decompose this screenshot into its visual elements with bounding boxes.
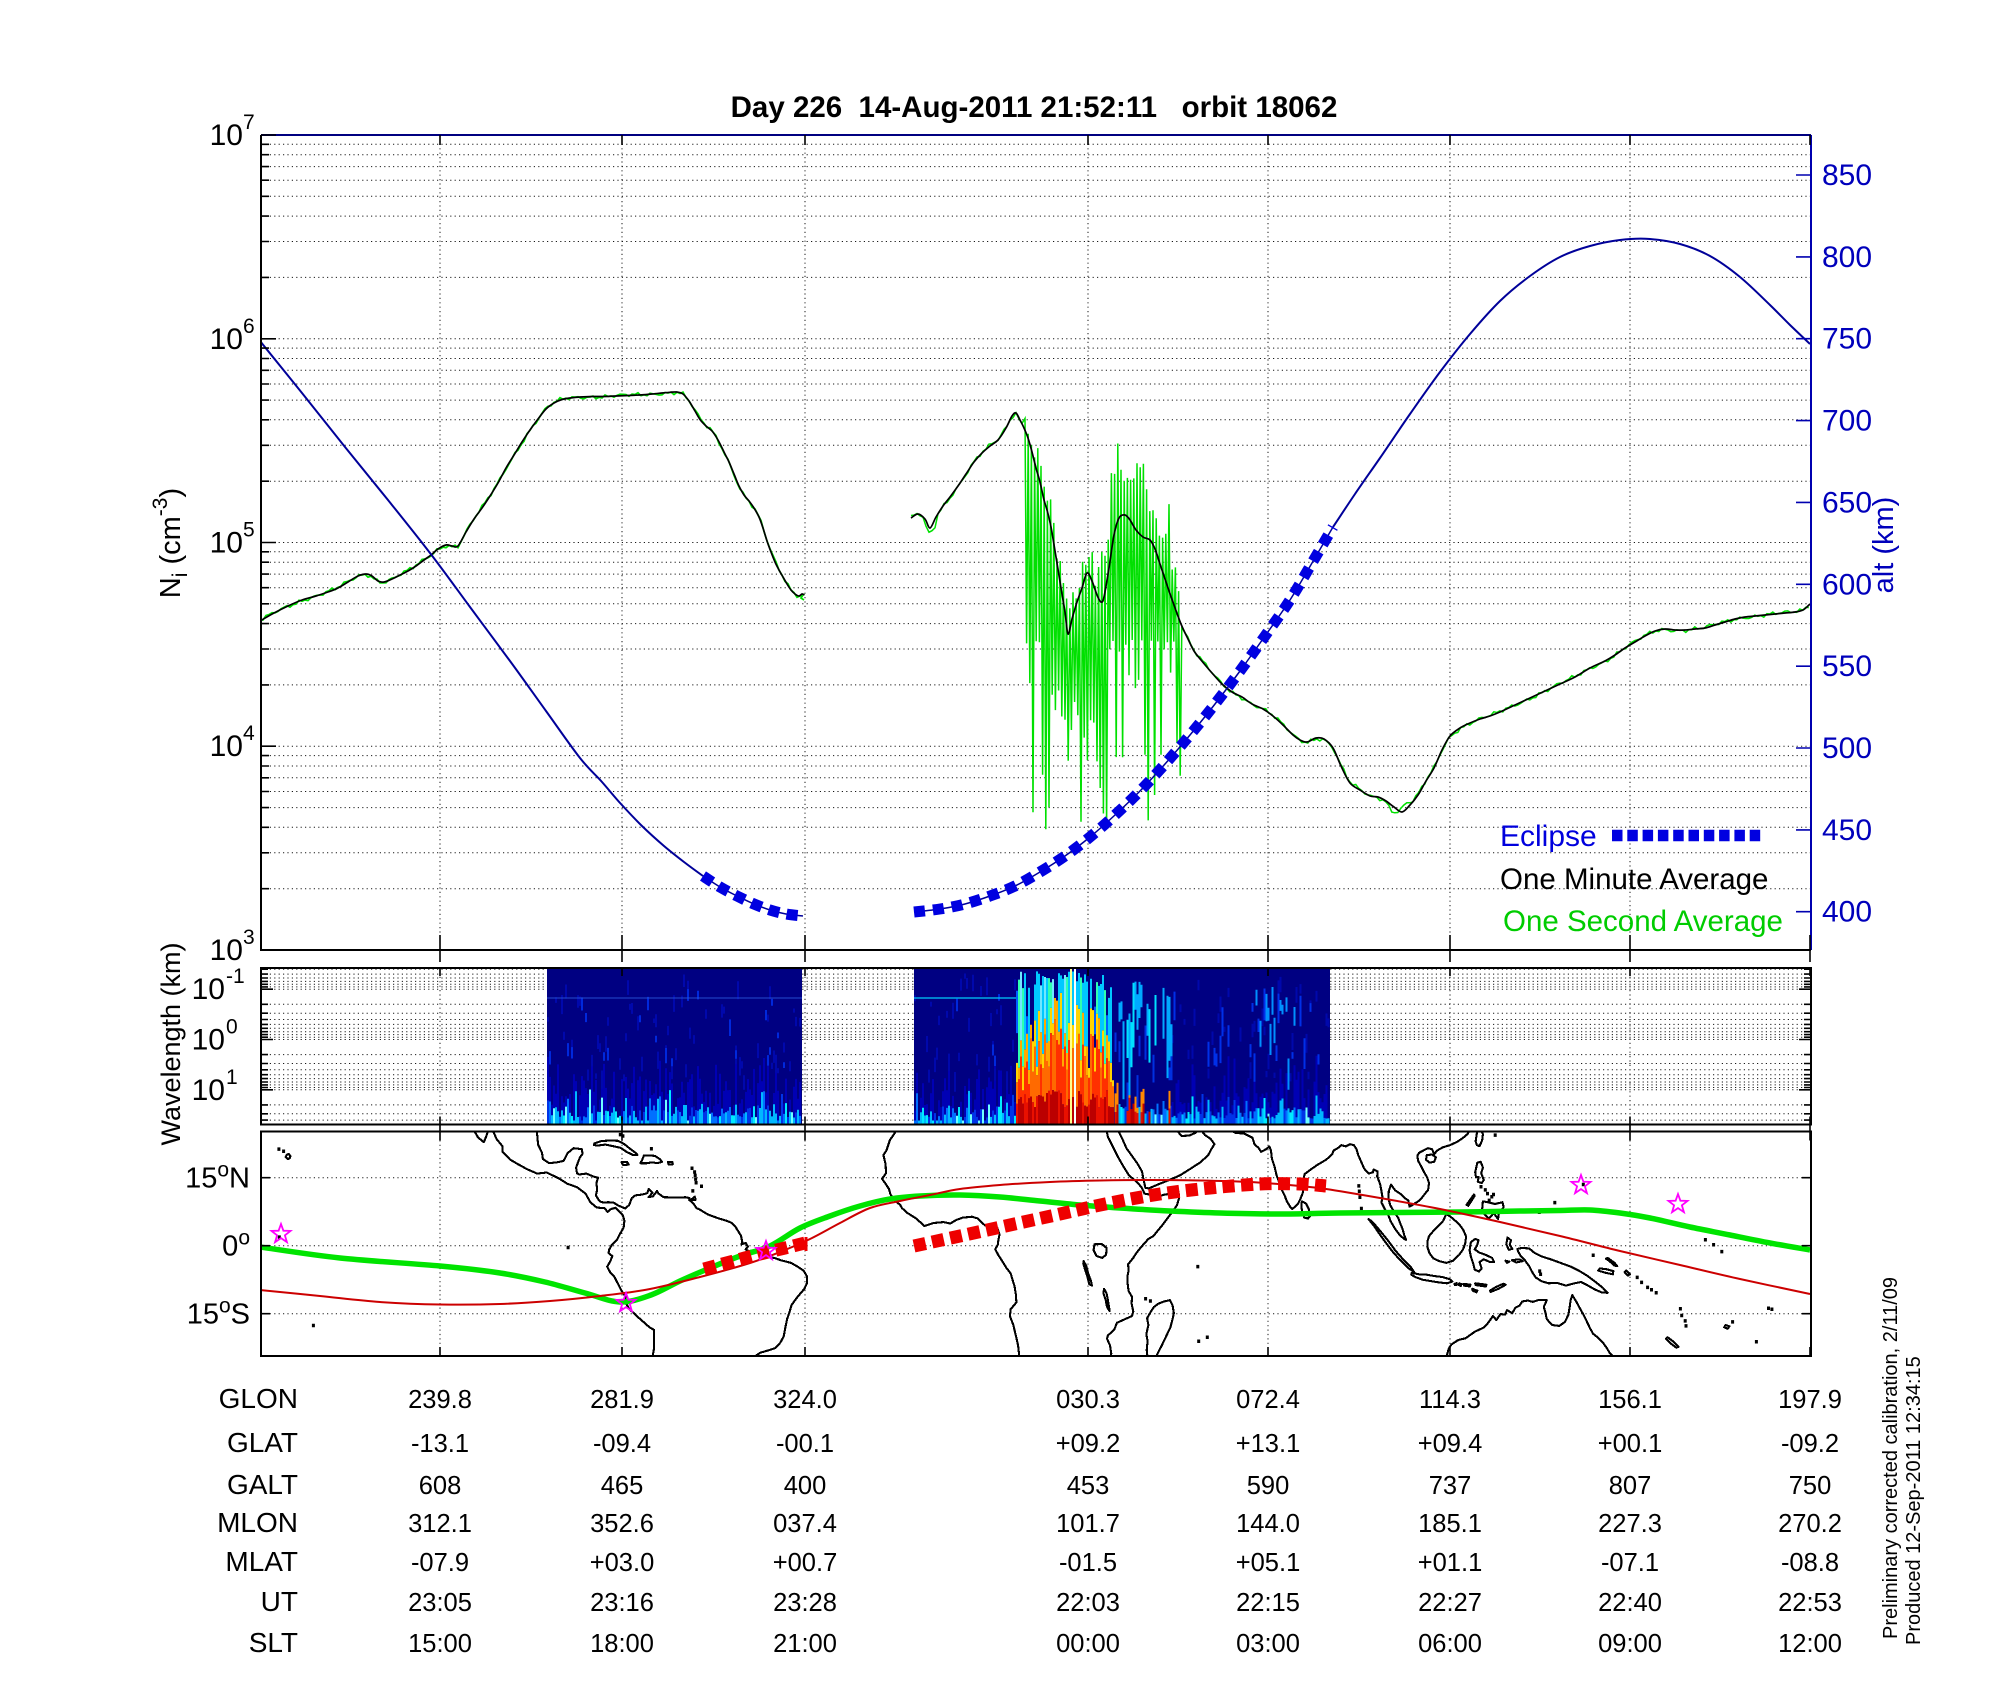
svg-text:-09.2: -09.2 (1781, 1430, 1839, 1458)
svg-text:Produced 12-Sep-2011 12:34:15: Produced 12-Sep-2011 12:34:15 (1903, 1356, 1925, 1645)
svg-text:197.9: 197.9 (1778, 1386, 1842, 1414)
svg-text:239.8: 239.8 (408, 1386, 472, 1414)
svg-text:10: 10 (192, 973, 225, 1006)
svg-text:Day 226 14-Aug-2011 21:52:11: Day 226 14-Aug-2011 21:52:11 orbit 18062 (731, 91, 1338, 124)
svg-text:+13.1: +13.1 (1236, 1430, 1301, 1458)
svg-text:22:40: 22:40 (1598, 1589, 1662, 1617)
svg-text:312.1: 312.1 (408, 1510, 472, 1538)
svg-text:3: 3 (243, 926, 255, 949)
svg-text:-00.1: -00.1 (776, 1430, 834, 1458)
svg-text:650: 650 (1822, 486, 1872, 519)
svg-text:09:00: 09:00 (1598, 1630, 1662, 1658)
svg-text:+05.1: +05.1 (1236, 1549, 1301, 1577)
svg-text:-13.1: -13.1 (411, 1430, 469, 1458)
svg-text:+03.0: +03.0 (590, 1549, 655, 1577)
svg-text:800: 800 (1822, 241, 1872, 274)
svg-text:750: 750 (1789, 1472, 1832, 1500)
svg-text:00:00: 00:00 (1056, 1630, 1120, 1658)
svg-text:+01.1: +01.1 (1418, 1549, 1483, 1577)
svg-text:10: 10 (192, 1024, 225, 1057)
svg-text:22:15: 22:15 (1236, 1589, 1300, 1617)
svg-text:-1: -1 (226, 965, 245, 988)
svg-text:One Minute Average: One Minute Average (1500, 863, 1768, 896)
svg-text:500: 500 (1822, 732, 1872, 765)
svg-text:-07.9: -07.9 (411, 1549, 469, 1577)
svg-text:+09.2: +09.2 (1056, 1430, 1121, 1458)
svg-text:144.0: 144.0 (1236, 1510, 1300, 1538)
svg-text:185.1: 185.1 (1418, 1510, 1482, 1538)
svg-text:10: 10 (192, 1074, 225, 1107)
svg-text:608: 608 (419, 1472, 462, 1500)
svg-text:5: 5 (243, 519, 255, 542)
svg-text:03:00: 03:00 (1236, 1630, 1300, 1658)
svg-text:7: 7 (243, 111, 255, 134)
svg-text:MLAT: MLAT (225, 1546, 298, 1577)
svg-text:21:00: 21:00 (773, 1630, 837, 1658)
svg-text:-01.5: -01.5 (1059, 1549, 1117, 1577)
svg-text:10: 10 (210, 527, 243, 560)
svg-text:400: 400 (1822, 896, 1872, 929)
svg-text:-07.1: -07.1 (1601, 1549, 1659, 1577)
svg-text:+00.7: +00.7 (773, 1549, 838, 1577)
svg-text:+09.4: +09.4 (1418, 1430, 1483, 1458)
svg-text:18:00: 18:00 (590, 1630, 654, 1658)
svg-text:4: 4 (243, 722, 255, 745)
svg-text:156.1: 156.1 (1598, 1386, 1662, 1414)
svg-text:072.4: 072.4 (1236, 1386, 1300, 1414)
svg-text:281.9: 281.9 (590, 1386, 654, 1414)
svg-text:Preliminary corrected calibrat: Preliminary corrected calibration, 2/11/… (1880, 1277, 1902, 1639)
svg-text:0: 0 (226, 1016, 238, 1039)
svg-text:400: 400 (784, 1472, 827, 1500)
svg-text:alt (km): alt (km) (1868, 497, 1900, 594)
svg-text:Eclipse: Eclipse (1500, 820, 1597, 853)
svg-text:10: 10 (210, 119, 243, 152)
svg-text:750: 750 (1822, 323, 1872, 356)
svg-text:15:00: 15:00 (408, 1630, 472, 1658)
svg-text:GALT: GALT (227, 1469, 298, 1500)
svg-text:23:28: 23:28 (773, 1589, 837, 1617)
svg-text:850: 850 (1822, 159, 1872, 192)
svg-text:UT: UT (261, 1586, 298, 1617)
svg-text:324.0: 324.0 (773, 1386, 837, 1414)
svg-text:550: 550 (1822, 650, 1872, 683)
svg-text:22:53: 22:53 (1778, 1589, 1842, 1617)
svg-text:23:16: 23:16 (590, 1589, 654, 1617)
svg-text:1: 1 (226, 1066, 238, 1089)
svg-text:+00.1: +00.1 (1598, 1430, 1663, 1458)
svg-text:037.4: 037.4 (773, 1510, 837, 1538)
svg-text:10: 10 (210, 323, 243, 356)
svg-text:-09.4: -09.4 (593, 1430, 651, 1458)
svg-text:One Second Average: One Second Average (1503, 905, 1783, 938)
svg-text:807: 807 (1609, 1472, 1652, 1500)
svg-text:06:00: 06:00 (1418, 1630, 1482, 1658)
svg-text:114.3: 114.3 (1419, 1386, 1481, 1414)
svg-text:6: 6 (243, 315, 255, 338)
svg-text:22:03: 22:03 (1056, 1589, 1120, 1617)
svg-text:GLAT: GLAT (227, 1427, 298, 1458)
svg-text:030.3: 030.3 (1056, 1386, 1120, 1414)
svg-text:700: 700 (1822, 405, 1872, 438)
svg-text:227.3: 227.3 (1598, 1510, 1662, 1538)
svg-text:270.2: 270.2 (1778, 1510, 1842, 1538)
svg-text:GLON: GLON (219, 1383, 298, 1414)
svg-text:SLT: SLT (249, 1627, 298, 1658)
svg-text:590: 590 (1247, 1472, 1290, 1500)
svg-text:22:27: 22:27 (1418, 1589, 1482, 1617)
svg-text:737: 737 (1429, 1472, 1472, 1500)
svg-text:352.6: 352.6 (590, 1510, 654, 1538)
svg-text:23:05: 23:05 (408, 1589, 472, 1617)
svg-text:12:00: 12:00 (1778, 1630, 1842, 1658)
svg-text:15oS: 15oS (187, 1295, 250, 1331)
svg-text:450: 450 (1822, 814, 1872, 847)
svg-text:101.7: 101.7 (1056, 1510, 1120, 1538)
svg-text:453: 453 (1067, 1472, 1110, 1500)
svg-text:10: 10 (210, 730, 243, 763)
svg-text:465: 465 (601, 1472, 644, 1500)
svg-text:-08.8: -08.8 (1781, 1549, 1839, 1577)
svg-text:MLON: MLON (217, 1507, 298, 1538)
svg-text:Wavelength (km): Wavelength (km) (156, 942, 186, 1145)
svg-text:600: 600 (1822, 568, 1872, 601)
svg-text:10: 10 (210, 934, 243, 967)
